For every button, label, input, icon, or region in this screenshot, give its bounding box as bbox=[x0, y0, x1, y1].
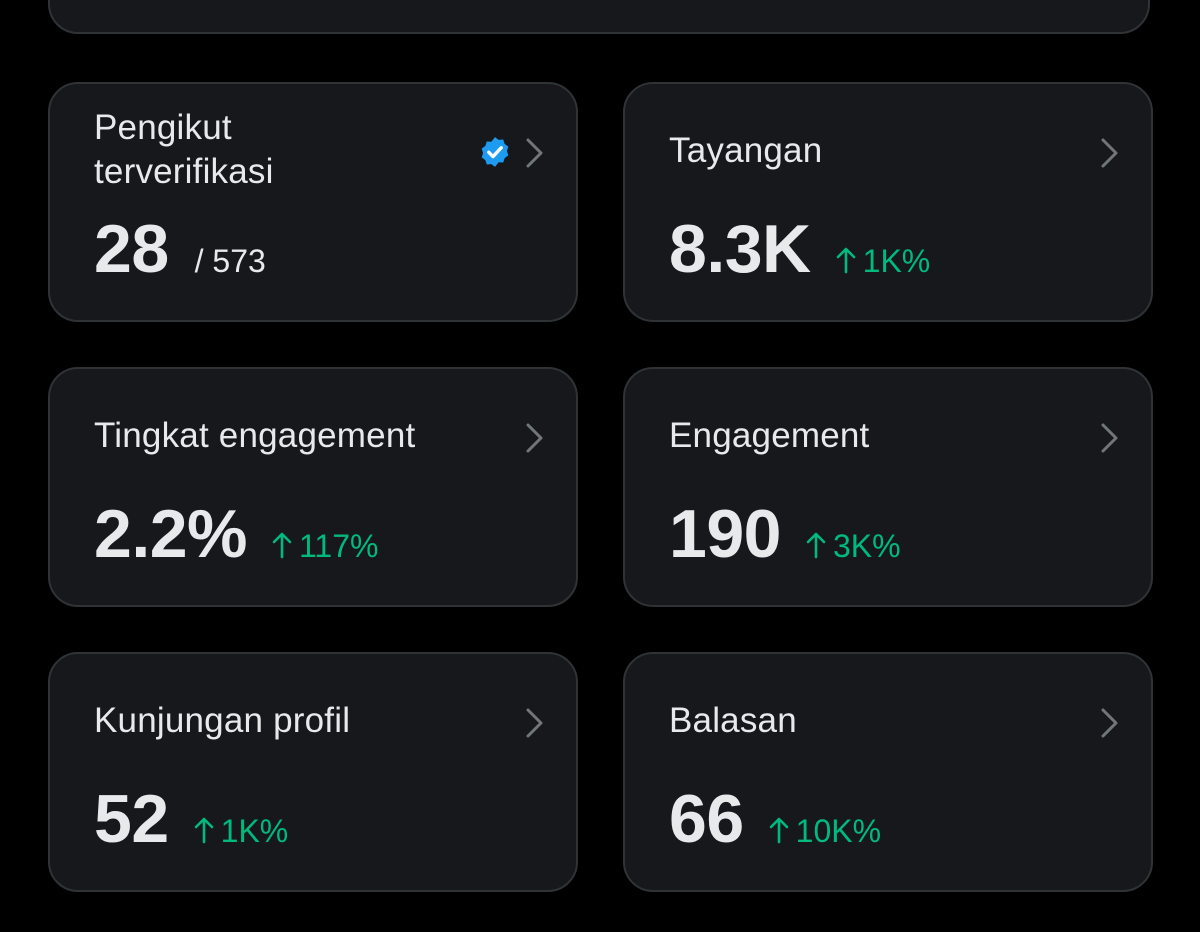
card-label: Pengikut terverifikasi bbox=[94, 108, 274, 191]
card-value-row: 8.3K 1K% bbox=[669, 209, 930, 289]
card-value-row: 66 10K% bbox=[669, 779, 881, 859]
arrow-up-icon bbox=[806, 532, 826, 559]
chevron-right-icon bbox=[1101, 138, 1118, 168]
card-delta-value: 10K% bbox=[795, 813, 882, 849]
previous-card-partial[interactable] bbox=[48, 0, 1150, 34]
card-value-row: 52 1K% bbox=[94, 779, 288, 859]
arrow-up-icon bbox=[836, 247, 855, 274]
card-value: 52 bbox=[94, 781, 169, 857]
card-delta: 117% bbox=[271, 526, 378, 566]
card-delta-value: 1K% bbox=[220, 813, 289, 849]
card-replies[interactable]: Balasan 66 10K% bbox=[623, 652, 1153, 892]
card-label: Tayangan bbox=[669, 131, 823, 170]
card-delta: 3K% bbox=[805, 526, 901, 566]
card-delta: 1K% bbox=[835, 241, 931, 281]
card-profile-visits[interactable]: Kunjungan profil 52 1K% bbox=[48, 652, 578, 892]
card-label: Engagement bbox=[669, 416, 870, 455]
card-value: 8.3K bbox=[669, 211, 811, 287]
card-value-row: 2.2% 117% bbox=[94, 494, 378, 574]
card-label: Kunjungan profil bbox=[94, 701, 351, 740]
card-delta-value: 3K% bbox=[832, 528, 901, 564]
card-verified-followers[interactable]: Pengikut terverifikasi 28 / 573 bbox=[48, 82, 578, 322]
card-label: Tingkat engagement bbox=[94, 416, 416, 455]
chevron-right-icon bbox=[1101, 423, 1118, 453]
card-value: 190 bbox=[669, 496, 781, 572]
card-delta-value: 1K% bbox=[862, 243, 931, 279]
verified-badge-icon bbox=[481, 137, 509, 167]
card-value-row: 190 3K% bbox=[669, 494, 901, 574]
card-delta-value: 117% bbox=[299, 528, 379, 564]
card-delta: 1K% bbox=[193, 811, 289, 851]
arrow-up-icon bbox=[769, 817, 788, 844]
arrow-up-icon bbox=[194, 817, 213, 844]
card-value: 28 bbox=[94, 211, 169, 287]
chevron-right-icon bbox=[1101, 708, 1118, 738]
card-total: / 573 bbox=[194, 243, 266, 279]
card-value: 66 bbox=[669, 781, 744, 857]
card-engagement[interactable]: Engagement 190 3K% bbox=[623, 367, 1153, 607]
chevron-right-icon bbox=[526, 423, 543, 453]
arrow-up-icon bbox=[272, 532, 292, 559]
chevron-right-icon bbox=[526, 708, 543, 738]
card-delta: 10K% bbox=[768, 811, 881, 851]
card-label: Balasan bbox=[669, 701, 797, 740]
card-engagement-rate[interactable]: Tingkat engagement 2.2% 117% bbox=[48, 367, 578, 607]
card-value-row: 28 / 573 bbox=[94, 209, 266, 289]
card-impressions[interactable]: Tayangan 8.3K 1K% bbox=[623, 82, 1153, 322]
chevron-right-icon bbox=[526, 138, 543, 168]
card-value: 2.2% bbox=[94, 496, 248, 572]
